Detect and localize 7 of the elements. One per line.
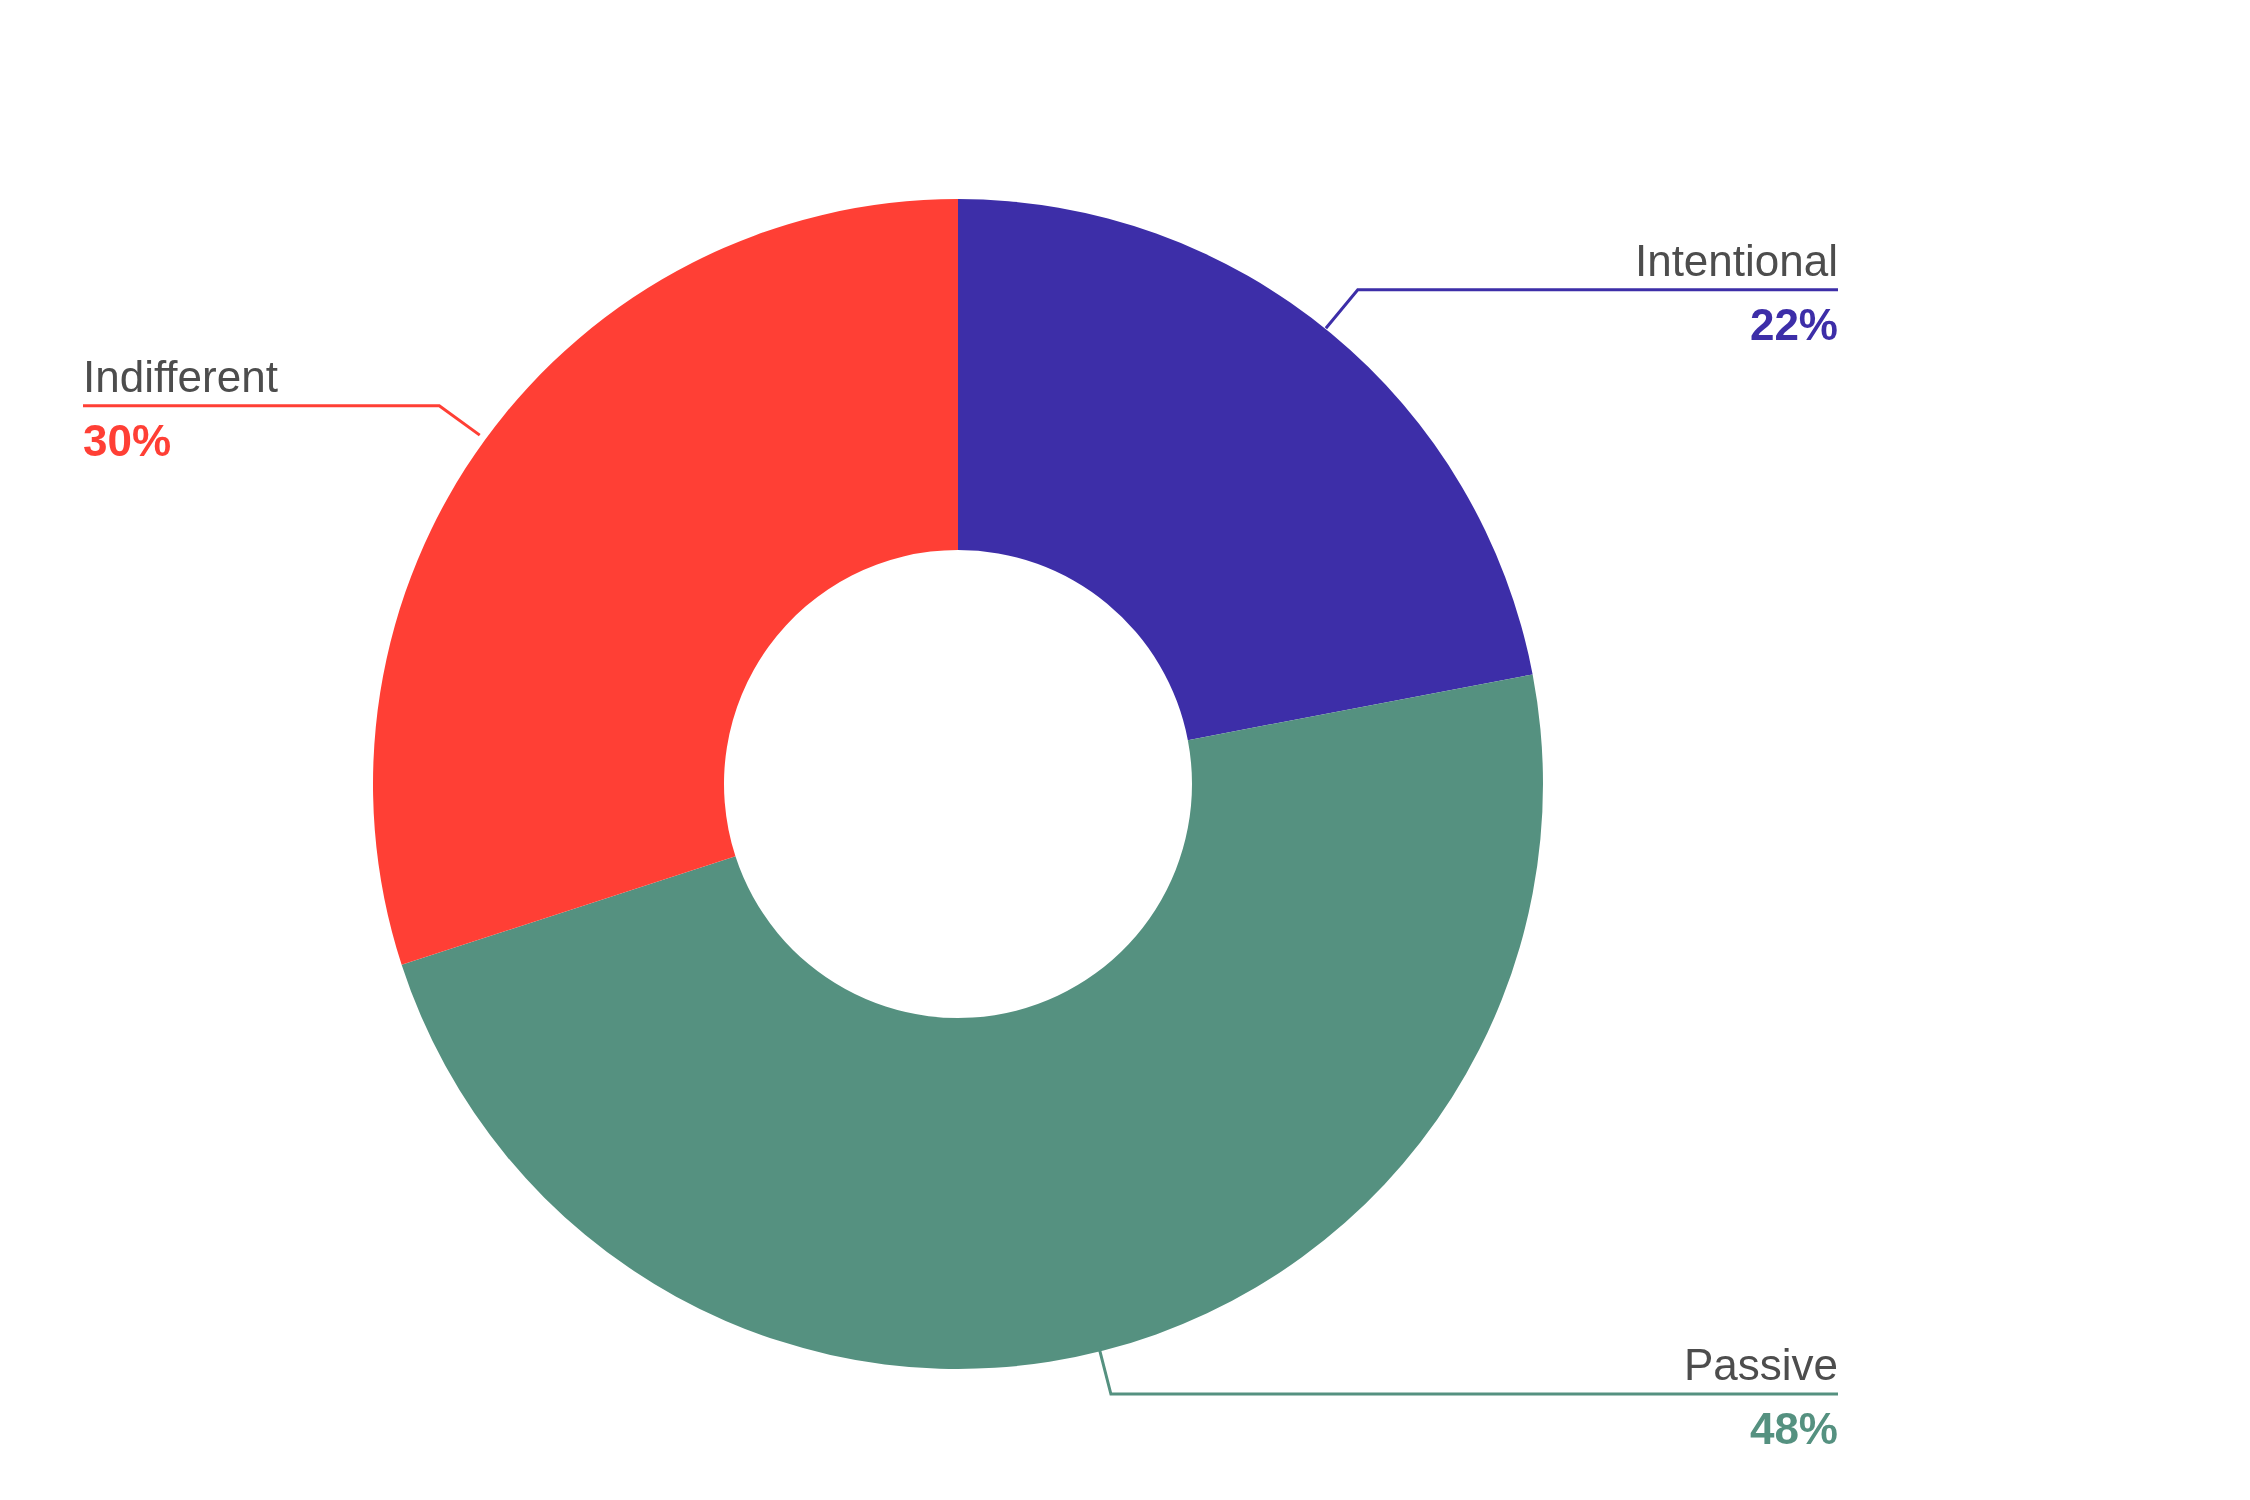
data-label: 22% xyxy=(1749,299,1838,349)
donut-slice xyxy=(374,199,958,965)
data-label: 48% xyxy=(1749,1404,1838,1454)
slice-label: Indifferent xyxy=(83,351,278,401)
slice-label: Passive xyxy=(1683,1340,1838,1390)
slice-label: Intentional xyxy=(1634,235,1838,285)
data-label: 30% xyxy=(83,415,172,465)
